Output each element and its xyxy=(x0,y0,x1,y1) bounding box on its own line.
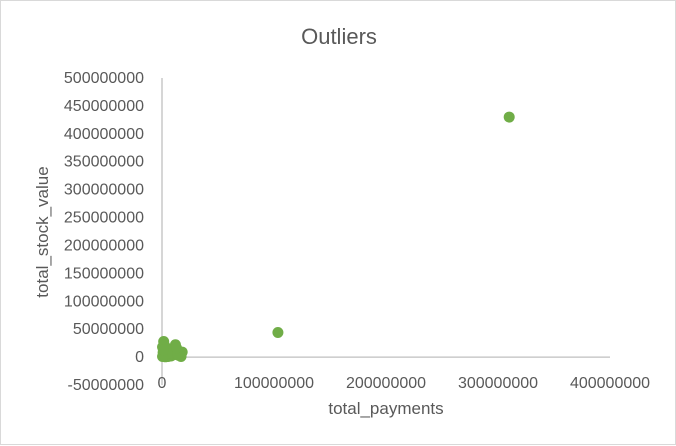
tick-labels: -50000000 0 50000000 100000000 150000000 2000… xyxy=(64,70,650,394)
y-tick-label: 400000000 xyxy=(64,126,144,143)
scatter-point xyxy=(272,327,284,339)
scatter-point xyxy=(157,344,169,356)
y-tick-label: 0 xyxy=(135,349,144,366)
y-tick-label: 300000000 xyxy=(64,182,144,199)
x-tick-label: 200000000 xyxy=(346,375,426,392)
x-axis-title: total_payments xyxy=(328,399,443,418)
x-tick-label: 0 xyxy=(158,375,167,392)
y-tick-label: 200000000 xyxy=(64,237,144,254)
scatter-point xyxy=(171,342,183,354)
y-axis-title: total_stock_value xyxy=(33,166,52,297)
x-tick-label: 300000000 xyxy=(458,375,538,392)
y-tick-label: 50000000 xyxy=(73,321,144,338)
x-tick-label: 400000000 xyxy=(570,375,650,392)
x-tick-label: 100000000 xyxy=(234,375,314,392)
chart-title: Outliers xyxy=(301,24,377,49)
y-tick-label: 100000000 xyxy=(64,293,144,310)
y-tick-label: 250000000 xyxy=(64,210,144,227)
y-tick-label: 450000000 xyxy=(64,98,144,115)
axes xyxy=(161,78,610,385)
data-points xyxy=(157,111,515,363)
y-tick-label: 500000000 xyxy=(64,70,144,87)
y-tick-label: -50000000 xyxy=(67,377,144,394)
scatter-point xyxy=(503,111,515,123)
y-tick-label: 150000000 xyxy=(64,265,144,282)
y-tick-label: 350000000 xyxy=(64,154,144,171)
